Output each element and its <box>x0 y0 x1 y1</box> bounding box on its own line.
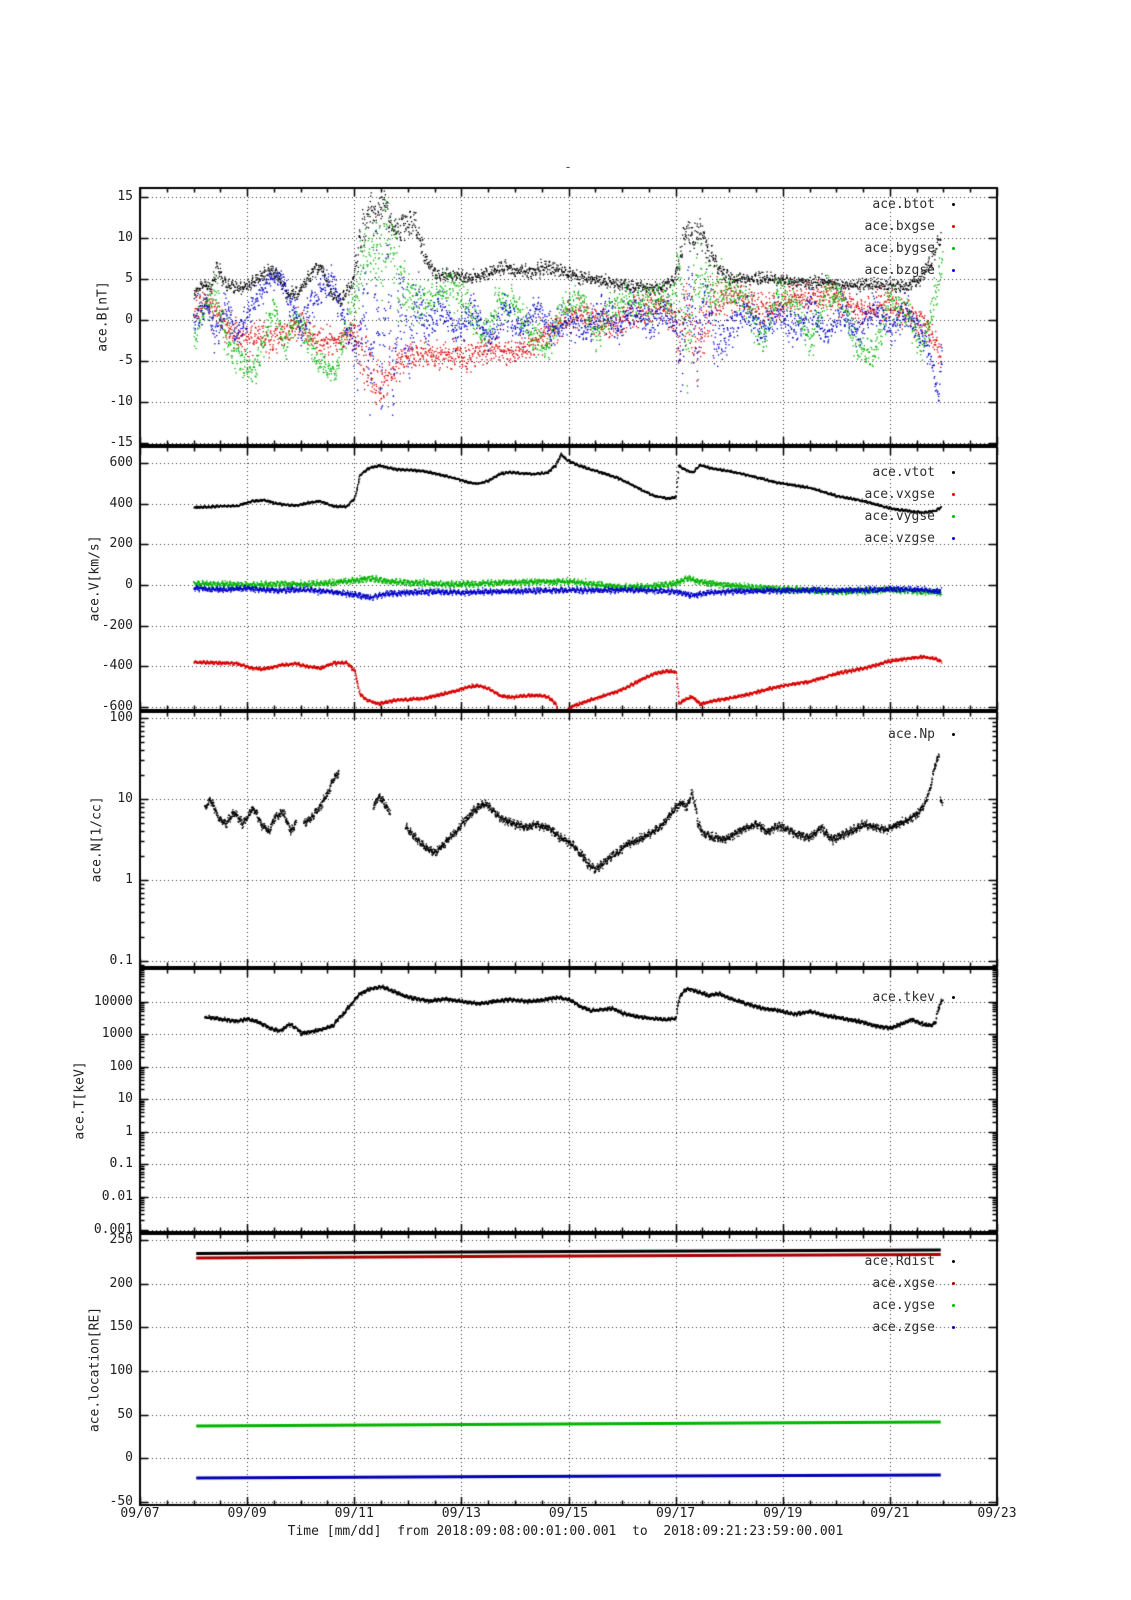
legend-marker-ace-xgse <box>952 1282 955 1285</box>
y-tick-label: 0 <box>125 576 133 592</box>
y-tick-label: 10 <box>117 1091 133 1107</box>
y-tick-label: 200 <box>109 536 133 552</box>
legend-label-ace-zgse: ace.zgse <box>872 1320 935 1335</box>
legend-marker-ace-zgse <box>952 1326 955 1329</box>
legend-label-ace-Np: ace.Np <box>888 727 935 742</box>
y-tick-label: 1 <box>125 871 133 887</box>
y-tick-label: 50 <box>117 1406 133 1422</box>
legend-marker-ace-btot <box>952 203 955 206</box>
y-tick-label: 15 <box>117 189 133 205</box>
y-tick-label: 100 <box>109 1363 133 1379</box>
axis-title-location: ace.location[RE] <box>87 1306 103 1432</box>
y-tick-label: -10 <box>109 393 133 409</box>
axis-title-B: ace.B[nT] <box>95 280 111 352</box>
legend-marker-ace-bygse <box>952 247 955 250</box>
legend-label-ace-bygse: ace.bygse <box>864 241 935 256</box>
legend-marker-ace-vzgse <box>952 537 955 540</box>
x-axis-label: Time [mm/dd] from 2018:09:08:00:01:00.00… <box>287 1524 844 1539</box>
legend-label-ace-xgse: ace.xgse <box>872 1276 935 1291</box>
legend-marker-ace-bzgse <box>952 269 955 272</box>
legend-marker-ace-bxgse <box>952 225 955 228</box>
y-tick-label: -200 <box>101 617 133 633</box>
y-tick-label: 400 <box>109 495 133 511</box>
x-tick-label: 09/11 <box>334 1506 374 1521</box>
legend-label-ace-vxgse: ace.vxgse <box>864 487 935 502</box>
legend-label-ace-bxgse: ace.bxgse <box>864 219 935 234</box>
y-tick-label: 0.01 <box>101 1188 133 1204</box>
legend-marker-ace-vygse <box>952 515 955 518</box>
y-tick-label: 1000 <box>101 1026 133 1042</box>
y-tick-label: 150 <box>109 1319 133 1335</box>
y-tick-label: 5 <box>125 270 133 286</box>
y-tick-label: 10 <box>117 230 133 245</box>
legend-label-ace-bzgse: ace.bzgse <box>864 263 935 278</box>
y-tick-label: 1 <box>125 1123 133 1139</box>
y-tick-label: -400 <box>101 658 133 674</box>
legend-label-ace-vygse: ace.vygse <box>864 509 935 524</box>
y-tick-label: -15 <box>109 434 133 450</box>
legend-label-ace-btot: ace.btot <box>872 197 935 212</box>
y-tick-label: 0 <box>125 311 133 327</box>
y-tick-label: -5 <box>117 352 133 368</box>
legend-marker-ace-tkev <box>952 996 955 999</box>
y-tick-label: 0 <box>125 1450 133 1466</box>
legend-label-ace-ygse: ace.ygse <box>872 1298 935 1313</box>
legend-label-ace-tkev: ace.tkev <box>872 990 935 1005</box>
plot-title: - <box>564 160 572 175</box>
y-tick-label: 100 <box>109 710 133 725</box>
legend-label-ace-Rdist: ace.Rdist <box>864 1254 935 1269</box>
legend-marker-ace-Np <box>952 733 955 736</box>
axis-title-V: ace.V[km/s] <box>87 534 103 622</box>
y-tick-label: -600 <box>101 698 133 714</box>
x-tick-label: 09/07 <box>120 1506 160 1521</box>
y-tick-label: 0.1 <box>109 1156 133 1172</box>
x-tick-label: 09/09 <box>227 1506 267 1521</box>
y-tick-label: 10000 <box>93 993 133 1009</box>
y-tick-label: 200 <box>109 1275 133 1291</box>
y-tick-label: 0.1 <box>109 952 133 968</box>
legend-marker-ace-vtot <box>952 471 955 474</box>
axis-title-N: ace.N[1/cc] <box>89 795 105 883</box>
legend-marker-ace-Rdist <box>952 1260 955 1263</box>
legend-marker-ace-ygse <box>952 1304 955 1307</box>
y-tick-label: 0.001 <box>93 1221 133 1237</box>
y-tick-label: 10 <box>117 790 133 806</box>
y-tick-label: -50 <box>109 1494 133 1510</box>
x-tick-label: 09/15 <box>548 1506 589 1521</box>
x-tick-label: 09/23 <box>977 1506 1017 1521</box>
x-tick-label: 09/13 <box>441 1506 481 1521</box>
legend-label-ace-vtot: ace.vtot <box>872 465 935 480</box>
x-tick-label: 09/21 <box>870 1506 910 1521</box>
x-tick-label: 09/19 <box>763 1506 803 1521</box>
axis-title-T: ace.T[keV] <box>72 1060 88 1140</box>
y-tick-label: 100 <box>109 1058 133 1074</box>
legend-marker-ace-vxgse <box>952 493 955 496</box>
y-tick-label: 600 <box>109 454 133 470</box>
y-tick-label: 250 <box>109 1232 133 1248</box>
x-tick-label: 09/17 <box>656 1506 696 1521</box>
legend-label-ace-vzgse: ace.vzgse <box>864 531 935 546</box>
